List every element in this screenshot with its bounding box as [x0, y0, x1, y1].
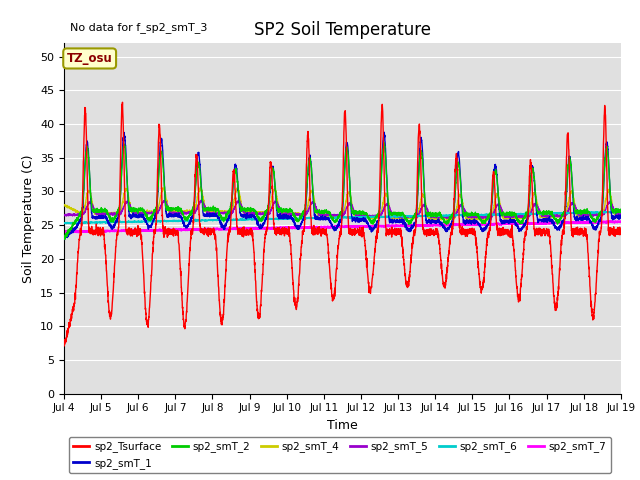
- Text: No data for f_sp2_smT_3: No data for f_sp2_smT_3: [70, 22, 207, 33]
- Title: SP2 Soil Temperature: SP2 Soil Temperature: [254, 21, 431, 39]
- Text: TZ_osu: TZ_osu: [67, 52, 113, 65]
- Y-axis label: Soil Temperature (C): Soil Temperature (C): [22, 154, 35, 283]
- Legend: sp2_Tsurface, sp2_smT_1, sp2_smT_2, sp2_smT_4, sp2_smT_5, sp2_smT_6, sp2_smT_7: sp2_Tsurface, sp2_smT_1, sp2_smT_2, sp2_…: [69, 437, 611, 473]
- X-axis label: Time: Time: [327, 419, 358, 432]
